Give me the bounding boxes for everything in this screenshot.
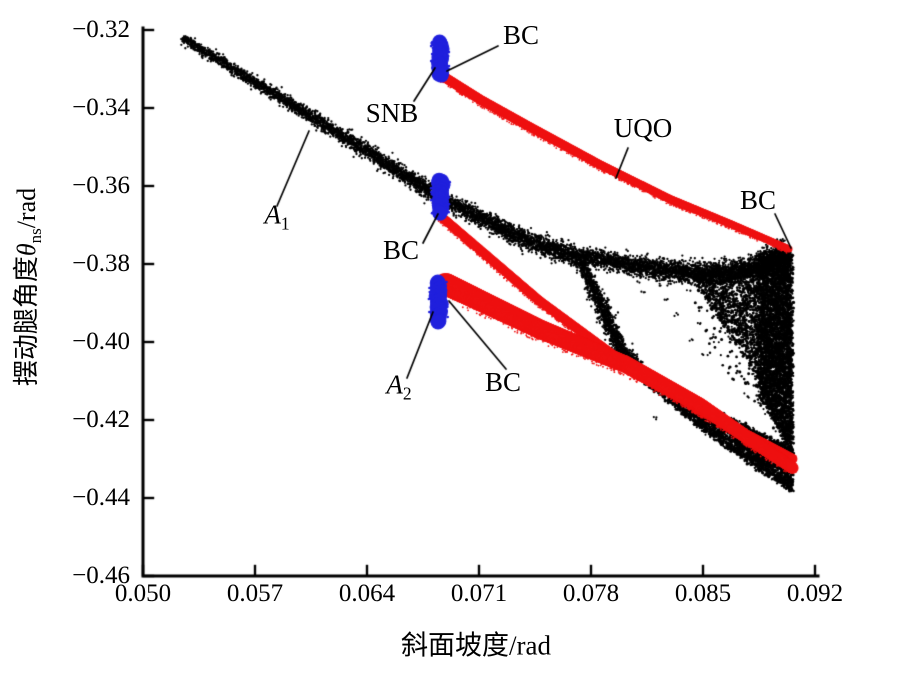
annotation-UQO: UQO (613, 113, 673, 143)
x-tick-label: 0.071 (450, 580, 508, 607)
y-tick-label: −0.46 (72, 562, 130, 589)
y-tick-label: −0.34 (72, 94, 130, 121)
annotation-BC: BC (502, 20, 540, 50)
annotation-SNB: SNB (365, 98, 419, 128)
annotation-BC: BC (382, 235, 420, 265)
y-tick-label: −0.32 (72, 16, 130, 43)
y-tick-label: −0.44 (72, 484, 130, 511)
annotation-A1: A1 (264, 199, 290, 234)
y-tick-label: −0.36 (72, 172, 130, 199)
x-tick-label: 0.050 (114, 580, 172, 607)
x-tick-label: 0.057 (226, 580, 284, 607)
x-tick-label: 0.078 (562, 580, 620, 607)
y-axis-title: 摆动腿角度θns/rad (11, 187, 46, 387)
annotation-A2: A2 (386, 369, 412, 404)
x-tick-label: 0.085 (674, 580, 732, 607)
y-tick-label: −0.40 (72, 328, 130, 355)
x-axis-title: 斜面坡度/rad (401, 630, 551, 661)
y-tick-label: −0.42 (72, 406, 130, 433)
annotation-BC: BC (739, 185, 777, 215)
annotation-BC: BC (484, 367, 522, 397)
x-tick-label: 0.064 (338, 580, 396, 607)
y-tick-label: −0.38 (72, 250, 130, 277)
x-tick-label: 0.092 (786, 580, 844, 607)
